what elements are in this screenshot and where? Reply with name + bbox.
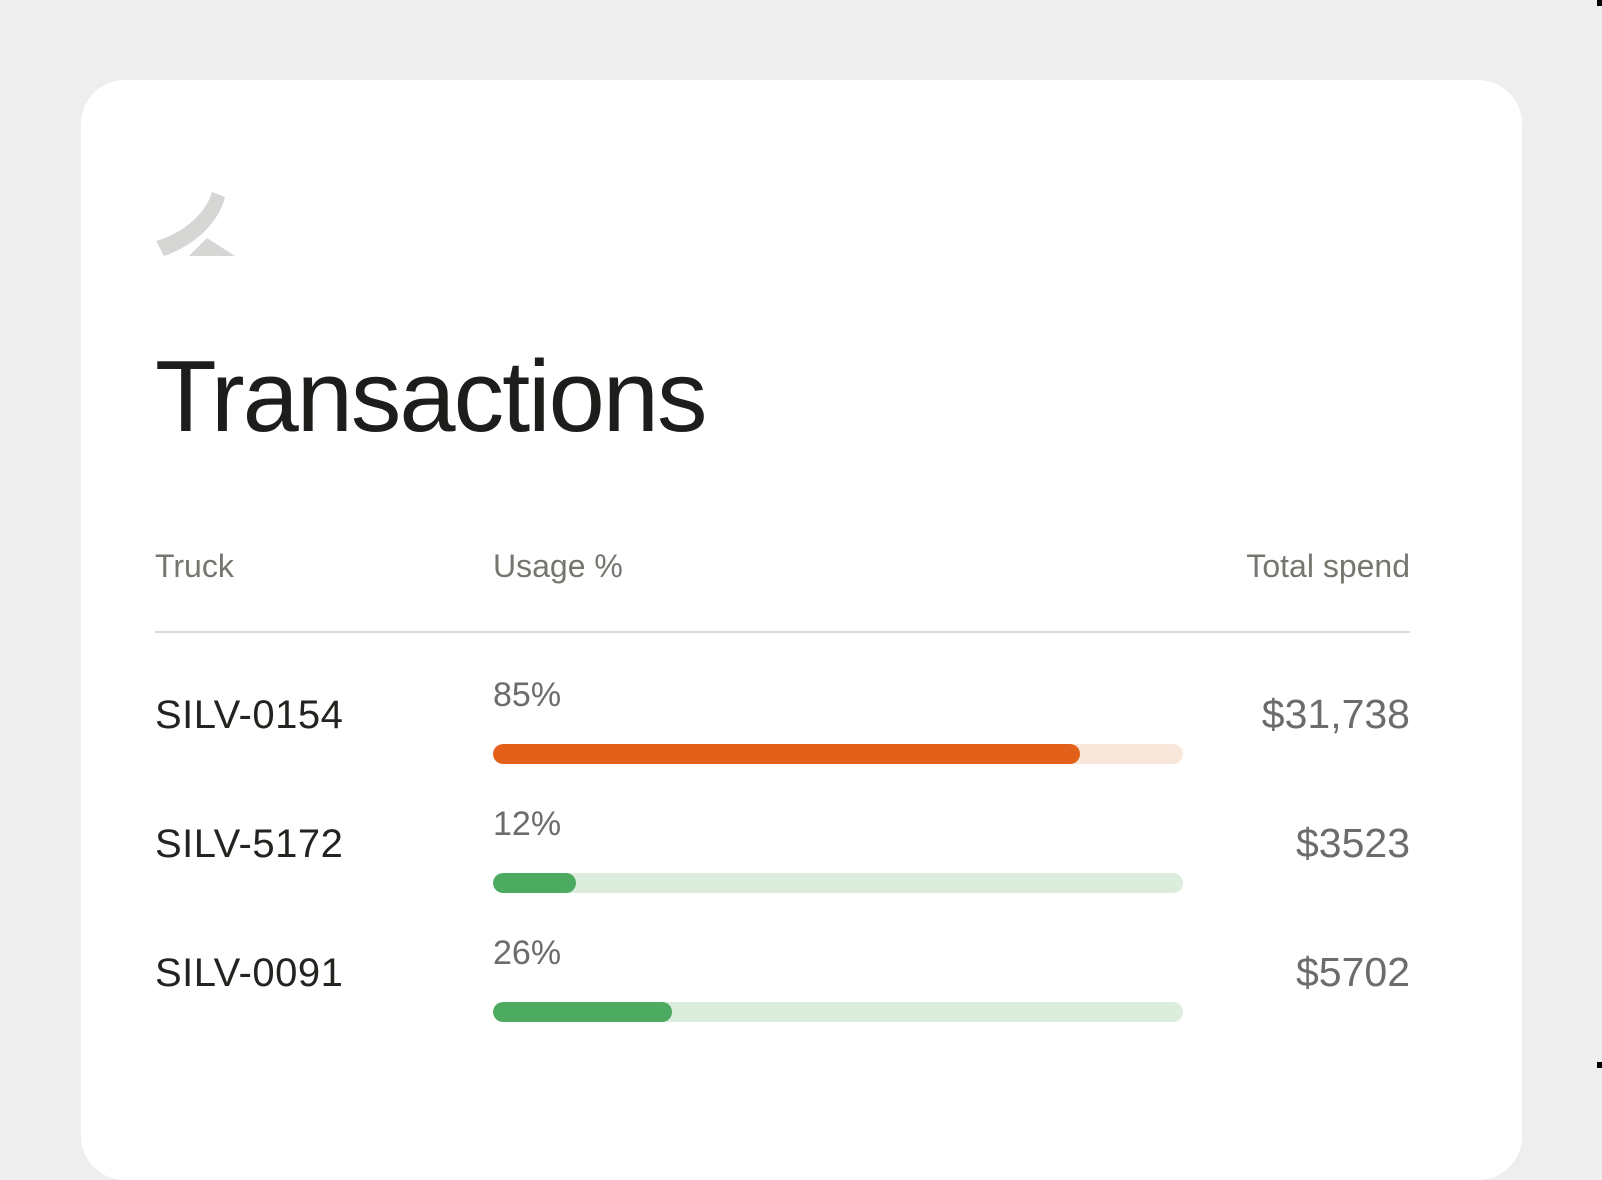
column-header-truck: Truck [155, 548, 234, 584]
usage-bar-fill [493, 873, 576, 893]
table-row: SILV-0091 26% $5702 [155, 906, 1410, 1035]
usage-percent-label: 26% [493, 934, 562, 972]
transactions-card: Transactions Truck Usage % Total spend S… [81, 80, 1522, 1180]
table-body: SILV-0154 85% $31,738 SILV-5172 12% $352… [155, 648, 1410, 1035]
usage-percent-label: 85% [493, 676, 562, 714]
brand-swoosh-icon [156, 192, 235, 256]
card-content: Transactions Truck Usage % Total spend S… [155, 80, 1410, 1180]
column-header-total-spend: Total spend [1246, 548, 1410, 584]
header-divider [155, 631, 1410, 633]
page-background: { "app": { "title": "Transactions", "log… [81, 0, 1602, 1180]
total-spend-value: $31,738 [1261, 691, 1410, 737]
total-spend-value: $3523 [1295, 820, 1410, 866]
usage-bar-fill [493, 1002, 673, 1022]
usage-percent-label: 12% [493, 805, 562, 843]
truck-id: SILV-5172 [155, 822, 344, 866]
table-column-headers: Truck Usage % Total spend [155, 548, 1410, 588]
total-spend-value: $5702 [1295, 949, 1410, 995]
column-header-usage: Usage % [493, 548, 623, 584]
truck-id: SILV-0091 [155, 951, 344, 995]
usage-bar-fill [493, 744, 1080, 764]
usage-bar-track [493, 1002, 1183, 1022]
usage-bar-track [493, 744, 1183, 764]
usage-bar-track [493, 873, 1183, 893]
table-row: SILV-5172 12% $3523 [155, 777, 1410, 906]
truck-id: SILV-0154 [155, 693, 344, 737]
screen-corner-mark [1597, 1062, 1602, 1068]
page-title: Transactions [155, 341, 707, 453]
table-row: SILV-0154 85% $31,738 [155, 648, 1410, 777]
screen-corner-mark [1597, 0, 1602, 6]
